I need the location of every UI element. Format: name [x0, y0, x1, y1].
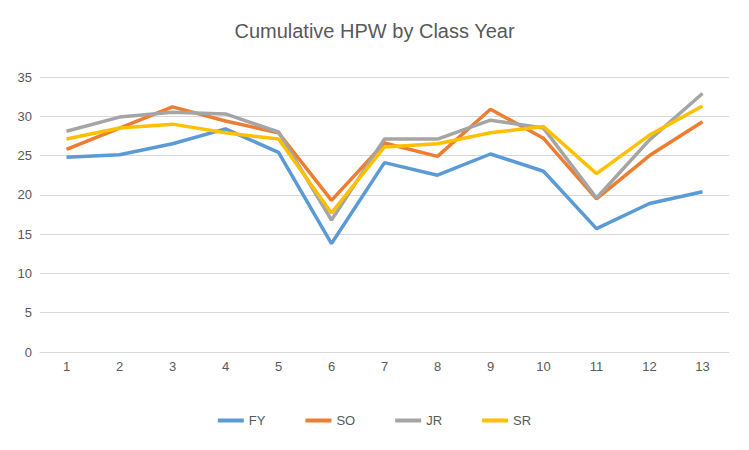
- svg-text:35: 35: [18, 70, 32, 85]
- svg-text:2: 2: [116, 359, 123, 374]
- svg-text:Cumulative HPW by Class Year: Cumulative HPW by Class Year: [234, 20, 514, 42]
- svg-text:9: 9: [487, 359, 494, 374]
- svg-text:10: 10: [18, 266, 32, 281]
- svg-text:11: 11: [590, 359, 604, 374]
- svg-text:JR: JR: [426, 413, 442, 428]
- svg-text:7: 7: [381, 359, 388, 374]
- svg-text:FY: FY: [249, 413, 266, 428]
- svg-text:3: 3: [169, 359, 176, 374]
- svg-text:12: 12: [642, 359, 656, 374]
- svg-text:30: 30: [18, 109, 32, 124]
- svg-text:15: 15: [18, 227, 32, 242]
- svg-text:SR: SR: [513, 413, 531, 428]
- svg-text:13: 13: [695, 359, 709, 374]
- svg-text:5: 5: [275, 359, 282, 374]
- svg-text:10: 10: [536, 359, 550, 374]
- svg-text:8: 8: [434, 359, 441, 374]
- svg-text:6: 6: [328, 359, 335, 374]
- svg-text:25: 25: [18, 148, 32, 163]
- svg-text:20: 20: [18, 187, 32, 202]
- svg-text:0: 0: [25, 345, 32, 360]
- svg-text:5: 5: [25, 305, 32, 320]
- svg-text:4: 4: [222, 359, 229, 374]
- svg-text:SO: SO: [336, 413, 355, 428]
- svg-text:1: 1: [63, 359, 70, 374]
